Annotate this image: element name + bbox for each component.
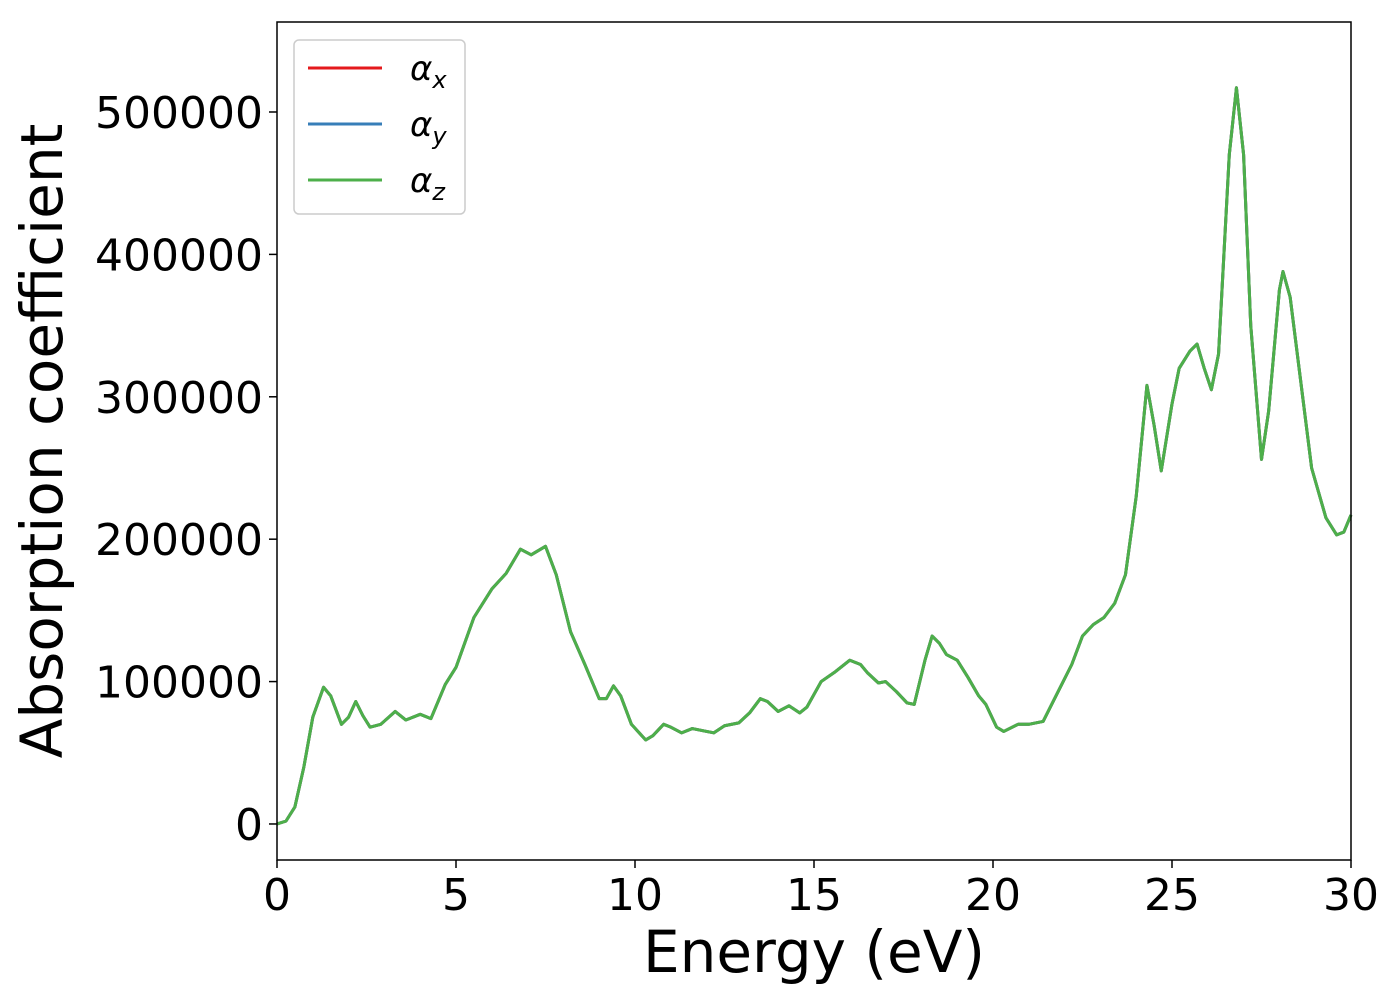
legend-label: αy — [410, 105, 447, 150]
legend-label: αx — [410, 49, 447, 94]
y-tick-label: 400000 — [95, 230, 263, 281]
x-tick-label: 15 — [786, 870, 842, 921]
y-tick-label: 500000 — [95, 88, 263, 139]
x-tick-label: 30 — [1323, 870, 1379, 921]
legend-label: αz — [410, 161, 446, 206]
y-tick-label: 300000 — [95, 373, 263, 424]
x-tick-label: 10 — [607, 870, 663, 921]
x-axis-label: Energy (eV) — [643, 918, 985, 986]
data-line — [276, 86, 1353, 826]
x-tick-label: 25 — [1144, 870, 1200, 921]
y-axis-label: Absorption coefficient — [8, 124, 76, 759]
legend: αx αy αz — [293, 39, 466, 215]
y-tick-label: 0 — [235, 800, 263, 851]
legend-box — [293, 39, 466, 215]
x-tick-label: 0 — [263, 870, 291, 921]
plot-frame — [276, 21, 1352, 861]
y-tick-label: 100000 — [95, 658, 263, 709]
y-tick-label: 200000 — [95, 515, 263, 566]
x-tick-label: 5 — [442, 870, 470, 921]
x-tick-label: 20 — [965, 870, 1021, 921]
